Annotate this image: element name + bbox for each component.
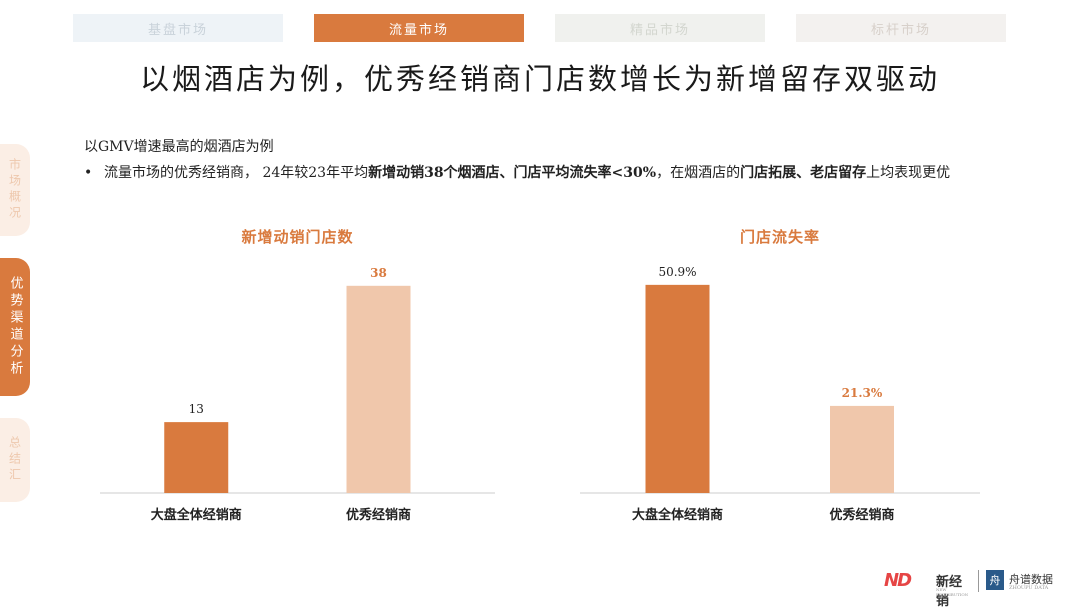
page-title: 以烟酒店为例，优秀经销商门店数增长为新增留存双驱动 [139,62,940,96]
logo-subtitle: NEW DISTRIBUTION [936,587,969,597]
logo-name: 舟谱数据 [1009,573,1053,586]
data-label-0: 13 [189,402,204,416]
category-label-1: 优秀经销商 [346,507,411,523]
side-nav-market-overview[interactable]: 市场概况 [0,144,30,236]
logo-subtitle: ZHOUPU DATA [1009,585,1049,591]
chart-title: 门店流失率 [739,228,820,246]
logo-mark: ND [884,570,912,591]
intro-text: 以GMV增速最高的烟酒店为例 [84,139,274,155]
bar-1 [346,285,411,493]
data-label-1: 38 [370,266,387,280]
logo-name: 新经销 [936,575,963,608]
bullet-text: 流量市场的优秀经销商， 24年较23年平均新增动销38个烟酒店、门店平均流失率<… [84,160,984,187]
tab-premium-market[interactable]: 精品市场 [555,14,765,42]
category-label-0: 大盘全体经销商 [151,507,242,523]
chart-new-active-stores: 新增动销门店数 13 大盘全体经销商 38 优秀经销商 [95,220,500,530]
category-label-0: 大盘全体经销商 [632,507,723,523]
bar-0 [645,284,710,493]
category-label-1: 优秀经销商 [829,507,894,523]
chart-title: 新增动销门店数 [241,228,354,246]
bullet-text-3: 上均表现更优 [866,165,951,181]
bar-0 [164,422,229,493]
zhoupu-logo: 舟 舟谱数据 ZHOUPU DATA [986,568,1066,592]
side-nav-channel-analysis[interactable]: 优势渠道分析 [0,258,30,396]
logo-divider [978,570,979,592]
zhoupu-icon: 舟 [986,570,1004,590]
data-label-1: 21.3% [842,386,883,400]
chart-svg: 50.9% 大盘全体经销商 21.3% 优秀经销商 [580,265,980,523]
bullet-text-2: ，在烟酒店的 [656,165,741,181]
tab-benchmark-market[interactable]: 标杆市场 [796,14,1006,42]
xinjingxiao-logo: ND 新经销 NEW DISTRIBUTION [884,568,974,608]
bullet-bold-2: 门店拓展、老店留存 [740,165,867,181]
bullet-bold-1: 新增动销38个烟酒店、门店平均流失率<30% [368,165,657,181]
tab-traffic-market[interactable]: 流量市场 [314,14,524,42]
chart-store-churn-rate: 门店流失率 50.9% 大盘全体经销商 21.3% 优秀经销商 [575,220,985,530]
bullet-dot: • [84,165,93,181]
bar-1 [830,405,894,493]
data-label-0: 50.9% [658,265,696,279]
bullet-text-1: 流量市场的优秀经销商， 24年较23年平均 [104,165,369,181]
top-tabs: 基盘市场 流量市场 精品市场 标杆市场 [73,14,1008,42]
tab-base-market[interactable]: 基盘市场 [73,14,283,42]
chart-svg: 13 大盘全体经销商 38 优秀经销商 [100,266,495,523]
bullet-point: • 流量市场的优秀经销商， 24年较23年平均新增动销38个烟酒店、门店平均流失… [84,160,984,187]
side-nav-summary[interactable]: 总结汇 [0,418,30,502]
